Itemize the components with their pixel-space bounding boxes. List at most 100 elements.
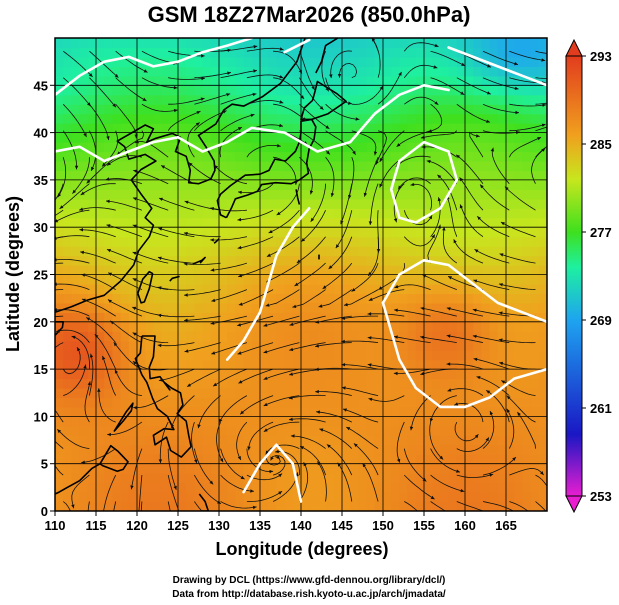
field-cell [55,142,64,153]
field-cell [235,132,245,143]
field-cell [161,350,171,361]
field-cell [120,38,130,49]
streamline [158,197,195,211]
field-cell [391,236,400,247]
field-cell [366,369,376,380]
field-cell [268,160,277,172]
field-cell [63,359,72,370]
field-cell [301,369,310,380]
field-cell [432,331,441,342]
streamline-arrow [105,177,110,181]
field-cell [374,274,384,285]
streamline [132,278,169,290]
field-cell [456,113,466,124]
field-cell [309,274,318,285]
field-cell [415,236,425,247]
field-cell [210,369,220,380]
field-cell [358,170,368,181]
field-cell [440,217,450,228]
streamline [55,283,90,290]
field-cell [448,151,458,162]
field-cell [178,255,187,266]
field-cell [128,359,138,370]
field-cell [374,179,384,190]
field-cell [243,179,253,190]
field-cell [538,189,547,200]
field-cell [456,246,466,257]
field-cell [383,255,392,266]
field-cell [169,397,179,408]
streamline [288,418,326,423]
coastline [192,256,206,265]
field-cell [178,444,187,455]
field-cell [104,388,113,399]
streamline-arrow [437,197,442,202]
field-cell [473,66,482,77]
field-cell [186,151,195,162]
field-cell [235,378,245,389]
streamline-arrow [537,137,542,141]
field-cell [350,217,359,228]
field-cell [284,425,294,436]
field-cell [128,246,138,257]
field-cell [153,94,163,105]
field-cell [251,113,261,124]
field-cell [497,293,507,304]
field-cell [153,75,163,86]
field-cell [235,473,245,484]
field-cell [481,170,491,181]
field-cell [366,38,376,49]
field-cell [358,274,368,285]
field-cell [391,265,400,276]
field-cell [169,283,179,295]
streamline [341,315,379,320]
x-tick-label: 165 [495,518,517,533]
streamline-arrow [459,204,464,209]
field-cell [137,378,146,389]
streamline [167,501,171,511]
field-cell [342,312,351,323]
field-cell [489,350,499,361]
field-cell [358,94,368,105]
field-cell [276,473,286,484]
field-cell [96,38,105,49]
field-cell [448,359,458,370]
field-cell [473,425,482,436]
field-cell [440,198,450,209]
streamline-arrow [303,462,307,467]
field-cell [317,47,327,58]
field-cell [448,94,458,105]
field-cell [301,56,310,67]
field-cell [63,66,72,77]
field-cell [399,170,409,181]
field-cell [481,189,491,200]
field-cell [325,350,335,361]
streamline-arrow [132,332,137,336]
streamline-arrow [108,299,112,303]
field-cell [424,208,433,219]
field-cell [161,406,171,417]
field-cell [497,321,507,332]
field-cell [87,66,97,77]
field-cell [178,331,187,342]
field-cell [342,331,351,342]
streamline [187,122,200,158]
field-cell [284,47,294,58]
field-cell [383,265,392,276]
field-cell [424,66,433,77]
field-cell [194,66,204,77]
field-cell [415,331,425,342]
field-cell [522,66,532,77]
streamline-arrow [110,320,115,325]
streamline-arrow [437,174,442,179]
field-cell [104,501,113,511]
field-cell [350,359,359,370]
field-cell [456,142,466,153]
field-cell [227,56,236,67]
field-cell [391,350,400,361]
field-cell [473,47,482,58]
streamline-arrow [71,335,76,339]
field-cell [178,151,187,162]
field-cell [448,113,458,124]
field-cell [415,321,425,332]
